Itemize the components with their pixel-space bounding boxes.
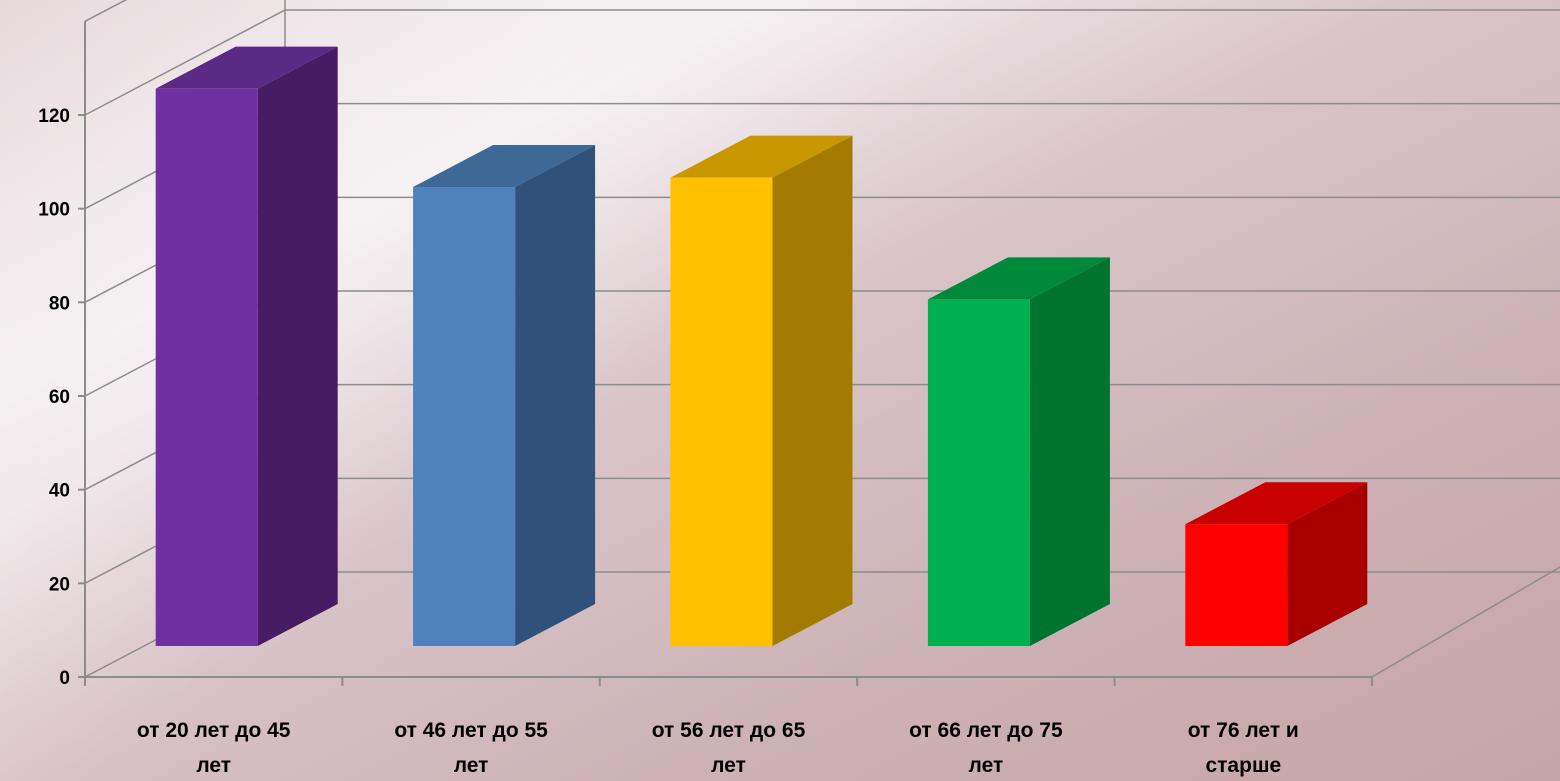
bar-side-face <box>515 145 596 647</box>
x-category-label-line: лет <box>454 754 489 777</box>
bar-1 <box>155 46 338 646</box>
bar-series <box>155 46 1368 647</box>
side-wall-gridline <box>84 9 286 116</box>
bar-front-face <box>413 187 516 647</box>
x-category-label-line: от 76 лет и <box>1188 719 1299 742</box>
bar-front-face <box>927 299 1030 646</box>
y-tick-label: 40 <box>49 481 70 502</box>
x-category-label-line: от 46 лет до 55 <box>394 719 548 742</box>
bar-side-face <box>772 135 853 646</box>
x-category-label-line: старше <box>1205 754 1281 777</box>
y-tick-label: 80 <box>49 293 70 314</box>
x-category-label-line: от 66 лет до 75 <box>909 719 1063 742</box>
side-wall-gridline <box>84 0 128 22</box>
x-category-label-line: лет <box>711 754 746 777</box>
bar-front-face <box>155 88 258 646</box>
x-category-label: от 46 лет до 55 лет <box>394 719 548 777</box>
bar-3 <box>670 135 853 646</box>
bar-top-face <box>670 135 853 178</box>
bar-front-face <box>670 177 773 646</box>
x-category-label: от 56 лет до 65 лет <box>652 719 806 777</box>
bar-side-face <box>257 46 338 646</box>
x-category-label-line: лет <box>969 754 1004 777</box>
y-tick-label: 100 <box>38 200 70 221</box>
y-tick-label: 60 <box>49 387 70 408</box>
bar-2 <box>413 145 596 647</box>
x-category-label: от 66 лет до 75 лет <box>909 719 1063 777</box>
y-axis-tick-labels: 0 20 40 60 80 100 120 <box>38 106 85 689</box>
bar-side-face <box>1287 482 1368 646</box>
bar-top-face <box>413 145 596 188</box>
x-category-label-line: от 56 лет до 65 <box>652 719 806 742</box>
x-category-label: от 76 лет и старше <box>1188 719 1299 777</box>
x-category-label-line: от 20 лет до 45 <box>137 719 291 742</box>
x-category-label-line: лет <box>196 754 231 777</box>
x-category-label: от 20 лет до 45 лет <box>137 719 291 777</box>
bar-top-face <box>155 46 338 89</box>
y-tick-label: 20 <box>49 574 70 595</box>
y-tick-label: 120 <box>38 106 70 127</box>
bar-top-face <box>1185 482 1368 525</box>
y-tick-label: 0 <box>59 668 70 689</box>
axes <box>84 21 1560 686</box>
bar-5 <box>1185 482 1368 646</box>
bar-front-face <box>1185 524 1288 646</box>
bar-side-face <box>1029 257 1110 646</box>
bar-top-face <box>927 257 1110 300</box>
floor-right-edge <box>1371 566 1560 678</box>
bar-4 <box>927 257 1110 646</box>
